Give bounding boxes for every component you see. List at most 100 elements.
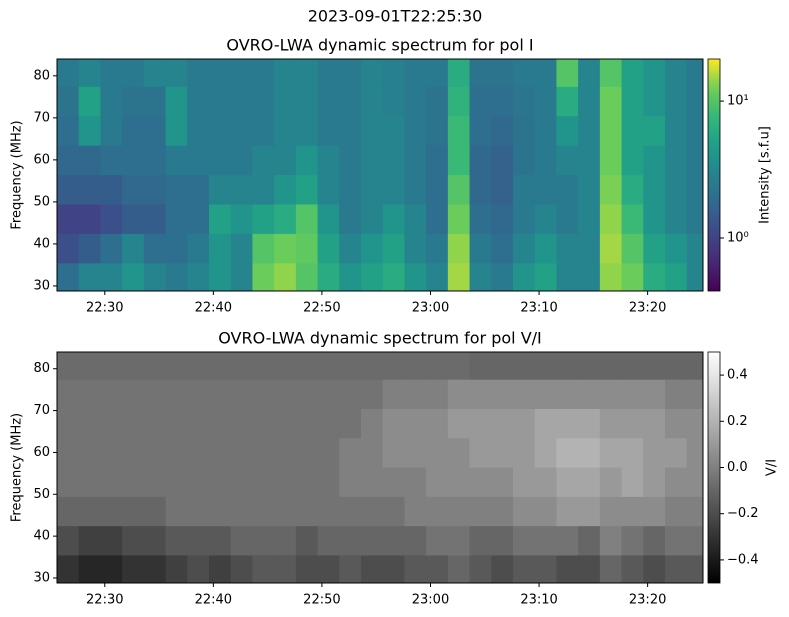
heatmap-cell xyxy=(556,145,579,176)
heatmap-cell xyxy=(361,86,384,117)
heatmap-cell xyxy=(252,352,275,380)
heatmap-cell xyxy=(165,554,188,583)
heatmap-cell xyxy=(339,115,362,146)
heatmap-cell xyxy=(447,554,471,583)
heatmap-cell xyxy=(665,115,688,146)
heatmap-cell xyxy=(122,379,145,409)
heatmap-cell xyxy=(274,262,297,291)
heatmap-cell xyxy=(686,496,703,527)
heatmap-cell xyxy=(491,262,514,291)
heatmap-cell xyxy=(361,554,384,583)
heatmap-cell xyxy=(230,467,253,497)
heatmap-cell xyxy=(187,352,210,380)
y-tick-label: 50 xyxy=(33,194,50,209)
heatmap-cell xyxy=(513,467,536,497)
heatmap-cell xyxy=(295,174,319,205)
heatmap-cell xyxy=(469,174,492,205)
heatmap-cell xyxy=(317,145,340,176)
heatmap-cell xyxy=(100,525,123,556)
heatmap-cell xyxy=(404,86,427,117)
y-tick-label: 50 xyxy=(33,487,50,502)
heatmap-cell xyxy=(165,467,188,497)
heatmap-cell xyxy=(599,115,623,146)
heatmap-cell xyxy=(643,352,666,380)
heatmap-cell xyxy=(122,408,145,439)
heatmap-cell xyxy=(426,496,449,527)
heatmap-cell xyxy=(361,59,384,87)
heatmap-cell xyxy=(491,352,514,380)
y-tick-label: 80 xyxy=(33,68,50,83)
heatmap-cell xyxy=(686,233,703,264)
heatmap-cell xyxy=(556,115,579,146)
heatmap-cell xyxy=(599,262,623,291)
heatmap-cell xyxy=(274,59,297,87)
heatmap-cell xyxy=(578,145,601,176)
heatmap-cell xyxy=(447,115,471,146)
heatmap-cell xyxy=(187,496,210,527)
heatmap-cell xyxy=(252,408,275,439)
heatmap-cell xyxy=(100,352,123,380)
heatmap-cell xyxy=(209,262,232,291)
heatmap-cell xyxy=(143,352,167,380)
heatmap-cell xyxy=(513,379,536,409)
heatmap-cell xyxy=(339,233,362,264)
heatmap-cell xyxy=(665,467,688,497)
heatmap-cell xyxy=(643,262,666,291)
heatmap-cell xyxy=(100,59,123,87)
heatmap-cell xyxy=(686,554,703,583)
heatmap-cell xyxy=(143,233,167,264)
heatmap-cell xyxy=(78,525,101,556)
heatmap-cell xyxy=(100,233,123,264)
heatmap-cell xyxy=(599,496,623,527)
heatmap-cell xyxy=(295,59,319,87)
heatmap-cell xyxy=(274,554,297,583)
heatmap-cell xyxy=(382,86,405,117)
heatmap-cell xyxy=(57,86,80,117)
heatmap-cell xyxy=(317,262,340,291)
heatmap-cell xyxy=(643,174,666,205)
heatmap-cell xyxy=(491,496,514,527)
heatmap-cell xyxy=(556,554,579,583)
y-tick-label: 30 xyxy=(33,570,50,585)
heatmap-cell xyxy=(339,408,362,439)
y-tick-label: 70 xyxy=(33,403,50,418)
heatmap-cell xyxy=(534,437,557,468)
heatmap-cell xyxy=(187,174,210,205)
x-tick-label: 22:40 xyxy=(195,301,232,316)
heatmap-cell xyxy=(295,525,319,556)
heatmap-cell xyxy=(447,437,471,468)
heatmap-cell xyxy=(57,59,80,87)
heatmap-cell xyxy=(165,408,188,439)
heatmap-cell xyxy=(513,233,536,264)
heatmap-cell xyxy=(643,59,666,87)
heatmap-cell xyxy=(491,86,514,117)
y-tick-label: 80 xyxy=(33,361,50,376)
heatmap-cell xyxy=(100,174,123,205)
heatmap-cell xyxy=(361,437,384,468)
heatmap-cell xyxy=(404,437,427,468)
heatmap-cell xyxy=(382,437,405,468)
heatmap-cell xyxy=(361,352,384,380)
heatmap-cell xyxy=(122,496,145,527)
heatmap-cell xyxy=(317,204,340,234)
heatmap-cell xyxy=(187,233,210,264)
heatmap-cell xyxy=(274,174,297,205)
heatmap-cell xyxy=(643,408,666,439)
heatmap-cell xyxy=(122,352,145,380)
heatmap-cell xyxy=(556,262,579,291)
heatmap-cell xyxy=(317,496,340,527)
heatmap-cell xyxy=(230,437,253,468)
heatmap-cell xyxy=(469,352,492,380)
heatmap-cell xyxy=(122,262,145,291)
x-tick-label: 22:30 xyxy=(86,301,123,316)
heatmap-cell xyxy=(274,86,297,117)
heatmap-cell xyxy=(165,525,188,556)
heatmap-cell xyxy=(122,233,145,264)
heatmap-cell xyxy=(100,379,123,409)
heatmap-cell xyxy=(209,379,232,409)
heatmap-cell xyxy=(426,233,449,264)
heatmap-cell xyxy=(382,174,405,205)
heatmap-cell xyxy=(230,59,253,87)
heatmap-cell xyxy=(686,352,703,380)
heatmap-cell xyxy=(339,554,362,583)
